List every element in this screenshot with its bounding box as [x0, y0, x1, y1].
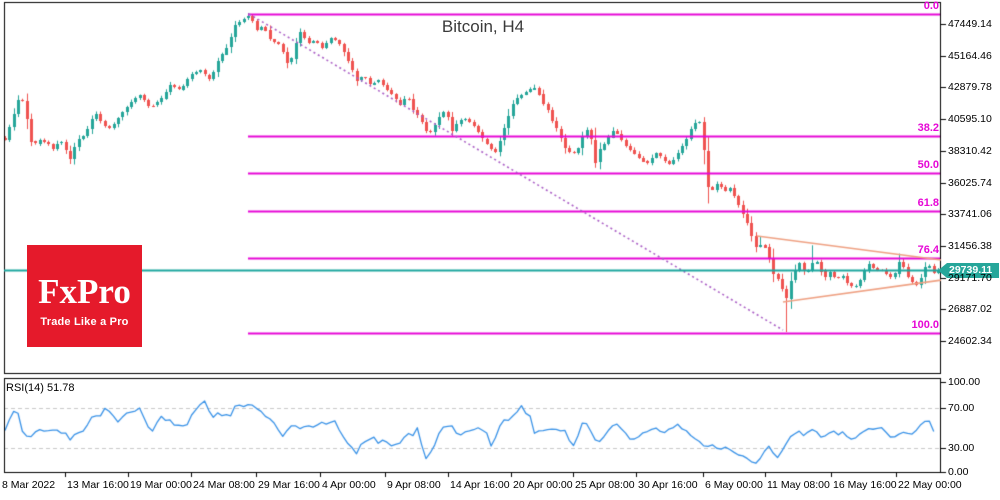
- price-axis-label: 45164.46: [948, 49, 992, 62]
- fib-level-label: 50.0: [917, 159, 939, 172]
- time-axis-label: 30 Apr 16:00: [638, 479, 698, 491]
- rsi-scale-label: 0.00: [948, 466, 969, 478]
- price-axis-label: 36025.74: [948, 176, 992, 189]
- fib-level-label: 61.8: [917, 197, 939, 210]
- fib-level-label: 100.0: [911, 318, 939, 331]
- time-axis-label: 29 Mar 16:00: [258, 479, 320, 491]
- time-axis-label: 20 Apr 00:00: [513, 479, 573, 491]
- price-axis-label: 31456.38: [948, 239, 992, 252]
- price-axis-label: 38310.42: [948, 144, 992, 157]
- fxpro-tagline: Trade Like a Pro: [40, 315, 129, 328]
- time-axis-label: 6 May 00:00: [705, 479, 763, 491]
- rsi-scale-label: 30.00: [948, 442, 975, 454]
- price-axis-label: 42879.78: [948, 81, 992, 94]
- time-axis-label: 4 Apr 00:00: [322, 479, 376, 491]
- fib-level-label: 76.4: [917, 243, 939, 256]
- time-axis-label: 24 Mar 08:00: [193, 479, 255, 491]
- fib-level-label: 38.2: [917, 121, 939, 134]
- time-axis-label: 9 Apr 08:00: [387, 479, 441, 491]
- time-axis-label: 25 Apr 08:00: [575, 479, 635, 491]
- price-axis-label: 33741.06: [948, 208, 992, 221]
- chart-title: Bitcoin, H4: [441, 17, 525, 36]
- time-axis-label: 22 May 00:00: [898, 479, 962, 491]
- time-axis-label: 14 Apr 16:00: [450, 479, 510, 491]
- current-price-tag: 29739.11: [938, 263, 999, 278]
- price-axis-label: 29171.70: [948, 271, 992, 284]
- time-axis-label: 16 May 16:00: [833, 479, 897, 491]
- rsi-indicator-label: RSI(14) 51.78: [6, 382, 75, 394]
- price-axis-label: 24602.34: [948, 335, 992, 347]
- fxpro-logo: FxPro Trade Like a Pro: [27, 245, 142, 347]
- price-axis-label: 47449.14: [948, 18, 992, 30]
- time-axis-label: 8 Mar 2022: [2, 479, 56, 491]
- price-axis-label: 40595.10: [948, 113, 992, 126]
- rsi-scale-label: 100.00: [948, 376, 981, 388]
- time-axis-label: 19 Mar 00:00: [130, 479, 192, 491]
- rsi-scale-label: 70.00: [948, 402, 975, 414]
- time-axis-label: 13 Mar 16:00: [67, 479, 129, 491]
- time-axis-label: 11 May 08:00: [767, 479, 830, 491]
- fxpro-brand-text: FxPro: [38, 271, 131, 311]
- price-axis-label: 26887.02: [948, 303, 992, 316]
- fib-level-label: 0.0: [923, 0, 939, 12]
